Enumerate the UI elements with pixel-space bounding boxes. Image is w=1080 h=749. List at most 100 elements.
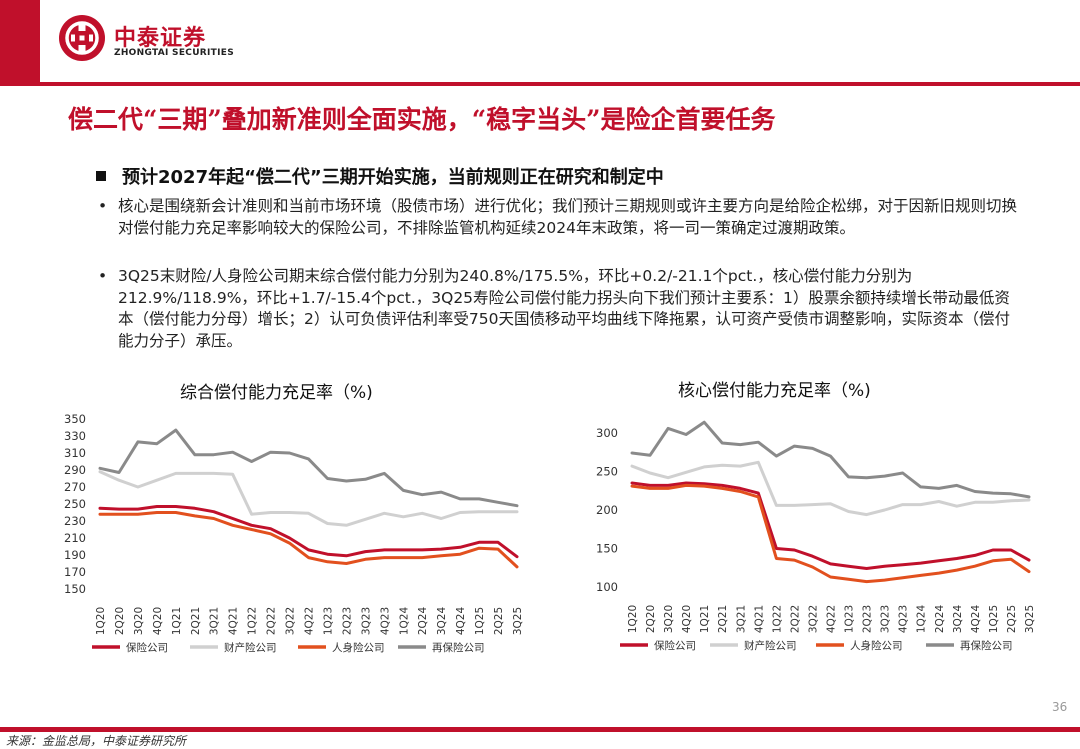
x-tick-label: 1Q21: [699, 605, 711, 633]
y-tick-label: 250: [64, 497, 86, 511]
y-tick-label: 250: [596, 465, 618, 479]
x-tick-label: 2Q21: [190, 607, 202, 635]
y-tick-label: 200: [596, 503, 618, 517]
legend-label: 财产险公司: [744, 639, 797, 652]
x-tick-label: 4Q22: [304, 607, 316, 635]
chart-title-left: 综合偿付能力充足率（%): [180, 383, 373, 403]
series-line-0: [98, 505, 519, 559]
main-bullet: 预计2027年起“偿二代”三期开始实施，当前规则正在研究和制定中: [96, 163, 664, 189]
x-tick-label: 2Q22: [789, 605, 801, 633]
x-tick-label: 3Q21: [735, 605, 747, 633]
x-tick-label: 2Q25: [1006, 605, 1018, 633]
x-tick-label: 2Q22: [266, 607, 278, 635]
series-line-0: [630, 481, 1031, 570]
series-line-2: [98, 511, 519, 569]
x-tick-label: 4Q24: [970, 605, 982, 634]
legend-label: 保险公司: [126, 641, 168, 654]
x-tick-label: 2Q25: [493, 607, 505, 635]
footer-divider: [0, 727, 1080, 732]
series-line-3: [630, 420, 1031, 499]
x-tick-label: 4Q21: [228, 607, 240, 635]
legend-label: 再保险公司: [432, 641, 485, 654]
y-tick-label: 170: [64, 565, 86, 579]
x-tick-label: 1Q23: [844, 605, 856, 633]
page-number: 36: [1052, 700, 1068, 714]
y-tick-label: 290: [64, 463, 86, 477]
x-tick-label: 3Q22: [807, 605, 819, 633]
company-logo: 中泰证券 ZHONGTAI SECURITIES: [58, 14, 248, 66]
x-tick-label: 1Q23: [322, 607, 334, 635]
y-tick-label: 190: [64, 548, 86, 562]
legend-label: 再保险公司: [960, 639, 1013, 652]
x-tick-label: 3Q24: [436, 607, 448, 636]
y-tick-label: 350: [64, 412, 86, 426]
sub-bullet-text: 核心是围绕新会计准则和当前市场环境（股债市场）进行优化；我们预计三期规则或许主要…: [118, 197, 1018, 237]
series-line-2: [630, 483, 1031, 584]
chart-composite-solvency: 150 170 190 210 230 250 270 290 310 330 350 1Q20 2Q2…: [64, 412, 524, 654]
dot-bullet-icon: •: [98, 197, 108, 215]
series-line-1: [630, 460, 1031, 517]
x-tick-label: 2Q20: [114, 607, 126, 635]
x-tick-label: 4Q20: [681, 605, 693, 633]
x-tick-label: 3Q23: [360, 607, 372, 635]
chart-title-right: 核心偿付能力充足率（%): [678, 381, 871, 401]
x-tick-label: 4Q22: [826, 605, 838, 633]
x-tick-label: 4Q20: [152, 607, 164, 635]
x-tick-label: 3Q23: [880, 605, 892, 633]
x-tick-label: 4Q23: [379, 607, 391, 635]
x-tick-label: 2Q24: [934, 605, 946, 634]
source-note: 来源：金监总局，中泰证券研究所: [6, 734, 187, 748]
header-divider: [0, 82, 1080, 86]
chart-core-solvency: 100 150 200 250 300 1Q20 2Q20 3Q20 4Q20 1Q21 2Q21 3…: [596, 420, 1036, 652]
y-tick-label: 330: [64, 429, 86, 443]
x-tick-label: 2Q23: [862, 605, 874, 633]
x-tick-label: 3Q20: [133, 607, 145, 635]
legend-label: 财产险公司: [224, 641, 277, 654]
y-tick-label: 150: [596, 542, 618, 556]
dot-bullet-icon: •: [98, 267, 108, 285]
sub-bullet-text: 3Q25末财险/人身险公司期末综合偿付能力分别为240.8%/175.5%，环比…: [118, 267, 1010, 350]
logo-emblem-icon: [59, 15, 105, 61]
legend-label: 人身险公司: [850, 639, 903, 652]
series-line-1: [98, 470, 519, 527]
logo-text-en: ZHONGTAI SECURITIES: [114, 48, 234, 58]
x-tick-label: 1Q24: [398, 607, 410, 636]
sub-bullet: • 3Q25末财险/人身险公司期末综合偿付能力分别为240.8%/175.5%，环…: [98, 266, 1023, 352]
x-tick-label: 4Q21: [753, 605, 765, 633]
logo-text-cn: 中泰证券: [114, 26, 207, 51]
x-tick-label: 1Q22: [771, 605, 783, 633]
y-tick-label: 300: [596, 426, 618, 440]
y-tick-label: 270: [64, 480, 86, 494]
x-tick-label: 1Q20: [627, 605, 639, 633]
y-tick-label: 210: [64, 531, 86, 545]
legend-label: 人身险公司: [332, 641, 385, 654]
x-tick-label: 2Q20: [645, 605, 657, 633]
x-tick-label: 3Q20: [663, 605, 675, 633]
x-tick-label: 3Q21: [209, 607, 221, 635]
x-tick-label: 4Q23: [898, 605, 910, 633]
header-bar: 中泰证券 ZHONGTAI SECURITIES: [0, 0, 1080, 84]
x-tick-label: 3Q25: [1024, 605, 1036, 633]
x-tick-label: 3Q24: [952, 605, 964, 634]
x-tick-label: 3Q25: [512, 607, 524, 635]
x-tick-label: 4Q24: [455, 607, 467, 636]
x-tick-label: 1Q25: [474, 607, 486, 635]
x-tick-label: 1Q20: [95, 607, 107, 635]
y-tick-label: 310: [64, 446, 86, 460]
x-tick-label: 2Q21: [717, 605, 729, 633]
series-line-3: [98, 428, 519, 508]
sub-bullet: • 核心是围绕新会计准则和当前市场环境（股债市场）进行优化；我们预计三期规则或许主…: [98, 196, 1023, 239]
square-bullet-icon: [96, 171, 106, 181]
x-tick-label: 1Q24: [916, 605, 928, 634]
brand-stripe: [0, 0, 40, 84]
x-tick-label: 1Q25: [988, 605, 1000, 633]
y-tick-label: 230: [64, 514, 86, 528]
y-tick-label: 100: [596, 580, 618, 594]
legend-label: 保险公司: [654, 639, 696, 652]
x-tick-label: 3Q22: [285, 607, 297, 635]
main-bullet-text: 预计2027年起“偿二代”三期开始实施，当前规则正在研究和制定中: [122, 167, 664, 188]
page-title: 偿二代“三期”叠加新准则全面实施，“稳字当头”是险企首要任务: [68, 105, 776, 134]
x-tick-label: 1Q22: [247, 607, 259, 635]
y-tick-label: 150: [64, 582, 86, 596]
x-tick-label: 2Q24: [417, 607, 429, 636]
